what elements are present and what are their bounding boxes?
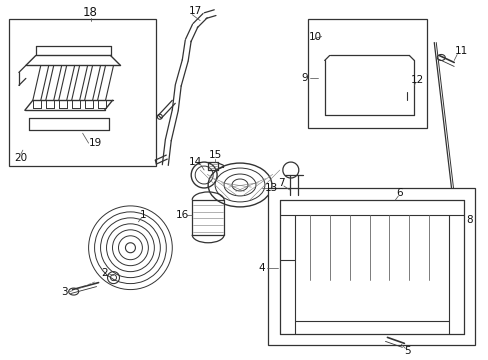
Text: 16: 16 (175, 210, 188, 220)
Text: 18: 18 (83, 6, 98, 19)
Bar (307, 19, 427, 128)
Text: 12: 12 (410, 75, 423, 85)
Text: 5: 5 (403, 346, 410, 356)
Text: 4: 4 (258, 263, 264, 273)
Text: 1: 1 (140, 210, 146, 220)
Text: 19: 19 (89, 138, 102, 148)
Text: 13: 13 (264, 183, 278, 193)
Bar (9, 19, 156, 166)
Text: 20: 20 (14, 153, 27, 163)
Bar (267, 188, 474, 345)
Text: 9: 9 (301, 73, 307, 84)
Text: 14: 14 (188, 157, 202, 167)
Text: 17: 17 (188, 6, 202, 15)
Text: 3: 3 (61, 287, 68, 297)
Text: 11: 11 (454, 45, 467, 55)
Text: 7: 7 (278, 178, 285, 188)
Text: 6: 6 (395, 188, 402, 198)
Text: 8: 8 (465, 215, 471, 225)
Text: 2: 2 (101, 267, 108, 278)
Text: 15: 15 (208, 150, 221, 160)
Text: 10: 10 (308, 32, 322, 41)
